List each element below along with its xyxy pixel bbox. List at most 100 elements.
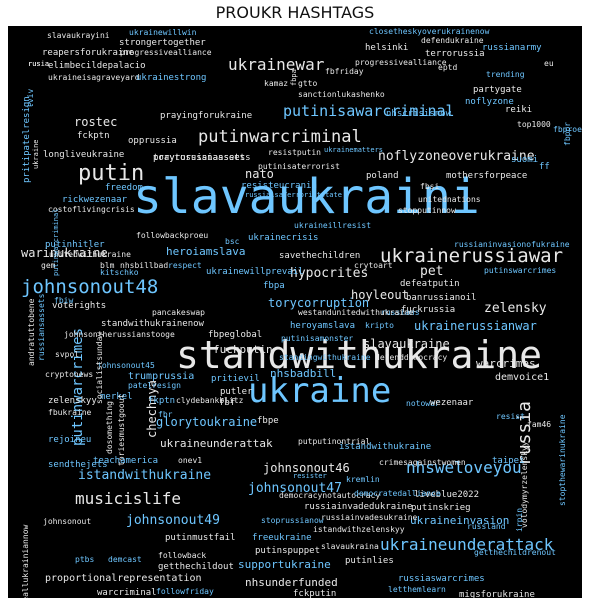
word-cloud-term: gtto	[298, 79, 318, 88]
word-cloud-term: fbpa	[290, 69, 298, 86]
word-cloud-term: ukraineisagraveyard	[48, 73, 140, 82]
word-cloud-term: nhscrisisnow	[386, 109, 452, 119]
word-cloud-term: fbiw	[54, 296, 74, 305]
word-cloud-term: fuckrussia	[401, 305, 456, 315]
word-cloud-term: fckputin	[293, 589, 337, 599]
word-cloud-term: progressivealliance	[120, 48, 212, 57]
word-cloud-term: fbproeu	[553, 125, 582, 134]
word-cloud-term: respect	[168, 261, 202, 270]
word-cloud-term: bsc	[225, 237, 240, 246]
word-cloud-term: kripto	[365, 321, 394, 330]
word-cloud: slavaukraini standwithukraine ukraine ukrai…	[8, 26, 582, 598]
word-cloud-term: mothersforpeace	[446, 171, 528, 181]
word-cloud-term: ukrainewillprevail	[206, 267, 304, 277]
word-cloud-term: heroyamslava	[290, 321, 356, 331]
word-cloud-term: putinlies	[345, 556, 394, 566]
word-cloud-term: gem	[41, 261, 56, 270]
word-cloud-term: ukrainerussianwar	[414, 319, 537, 333]
word-cloud-term: dosomething	[105, 401, 114, 454]
word-cloud-term: putinwarcrimes	[70, 327, 86, 446]
word-cloud-term: elimbecildepalacio	[48, 61, 146, 71]
word-cloud-term: westandunitedwithukraine	[298, 308, 414, 317]
word-cloud-term: russiainvadesukraine	[321, 513, 418, 522]
word-cloud-term: freeukraine	[252, 533, 312, 543]
word-cloud-term: resist	[496, 412, 525, 421]
word-cloud-term: svpol	[55, 350, 80, 359]
word-cloud-term: putinspuppet	[255, 546, 321, 556]
word-cloud-term: volodymyrzelenskyy	[520, 441, 529, 528]
word-cloud-term: proportionalrepresentation	[45, 573, 202, 584]
word-cloud-term: kamaz	[264, 79, 289, 88]
word-cloud-term: kremlin	[346, 475, 380, 484]
word-cloud-term: putinskrieg	[411, 503, 471, 513]
word-cloud-term: johnsonout48	[21, 276, 159, 298]
word-cloud-term: stoprussianow	[261, 516, 324, 525]
word-cloud-term: noflyzoneoverukraine	[378, 149, 535, 164]
word-cloud-term: blm	[100, 261, 115, 270]
word-cloud-term: defenddemocracy	[375, 353, 448, 362]
word-cloud-term: noflyzone	[465, 97, 514, 107]
word-cloud-term: reapersforukraine	[42, 48, 135, 58]
word-cloud-term: reiki	[505, 105, 533, 115]
word-cloud-term: crimesagainstwomen	[379, 458, 466, 467]
word-cloud-term: fbukraine	[48, 408, 92, 417]
word-cloud-term: warcriminal	[97, 588, 157, 598]
word-cloud-term: russiansassets	[37, 293, 46, 361]
word-cloud-term: putinwarcriminal	[52, 208, 60, 276]
word-cloud-term: putinhitler	[45, 240, 105, 250]
word-cloud-term: russiaisaTerroriststate	[245, 191, 342, 199]
word-cloud-term: standwithukraine	[176, 333, 543, 377]
word-cloud-term: defeatputin	[400, 279, 460, 289]
word-cloud-term: nhsbillbad	[120, 261, 169, 270]
word-cloud-term: fbpeglobal	[208, 330, 263, 340]
word-cloud-term: slavaukrayini	[47, 31, 110, 40]
word-cloud-term: pet	[420, 264, 444, 279]
word-cloud-term: ukrainematters	[324, 146, 384, 154]
word-cloud-term: fkptn	[148, 396, 176, 406]
word-cloud-term: banrussianoil	[406, 293, 477, 303]
word-cloud-term: migsforukraine	[459, 590, 535, 599]
word-cloud-term: stopputinnow	[398, 206, 456, 215]
word-cloud-term: freedom	[105, 183, 143, 193]
word-cloud-term: ukrainewillwin	[129, 28, 197, 37]
word-cloud-term: eu	[544, 59, 554, 68]
word-cloud-term: demvoice1	[495, 372, 550, 383]
word-cloud-term: fam46	[527, 420, 552, 429]
word-cloud-term: johnsonout49	[126, 513, 220, 528]
word-cloud-term: socialistsunday	[95, 331, 104, 404]
word-cloud-term: putinmustfail	[165, 533, 236, 543]
word-cloud-term: putler	[220, 387, 253, 397]
word-cloud-term: russians	[381, 308, 420, 317]
word-cloud-term: rickwezenaar	[62, 195, 128, 205]
word-cloud-term: zelenskyy	[48, 396, 97, 406]
word-cloud-term: merkel	[100, 392, 133, 402]
word-cloud-term: russiainvadedukraine	[304, 502, 413, 512]
word-cloud-term: zelensky	[484, 301, 547, 316]
word-cloud-term: sanctionlukashenko	[298, 90, 385, 99]
word-cloud-term: voterights	[52, 301, 107, 311]
word-cloud-term: fuckputin	[213, 343, 273, 356]
word-cloud-term: clydebankblitz	[176, 396, 244, 405]
word-cloud-term: putinisawarcriminal	[283, 102, 455, 120]
word-cloud-term: johnsonout	[43, 517, 92, 526]
word-cloud-term: ukraineunderattack	[380, 535, 554, 554]
word-cloud-term: rostec	[74, 115, 118, 129]
word-cloud-term: weareallukrainiannow	[21, 524, 30, 598]
word-cloud-term: istandwithukraine	[339, 442, 432, 452]
word-cloud-term: kitschko	[100, 268, 139, 277]
word-cloud-term: demcast	[108, 555, 142, 564]
word-cloud-term: heroiamslava	[166, 245, 246, 258]
word-cloud-term: unitednations	[418, 195, 481, 204]
word-cloud-term: terrorussia	[425, 49, 485, 59]
word-cloud-term: fbf	[219, 398, 236, 408]
word-cloud-term: torycorruption	[268, 296, 370, 310]
word-cloud-term: putputinontrial	[298, 437, 371, 446]
word-cloud-term: poland	[366, 171, 399, 181]
word-cloud-term: istandwithukraine	[78, 468, 212, 483]
word-cloud-term: ptbs	[75, 555, 95, 564]
word-cloud-term: johnsontherussianstooge	[64, 330, 175, 339]
chart-title: PROUKR HASHTAGS	[215, 3, 375, 22]
word-cloud-term: closetheskyoverukrainenow	[369, 27, 490, 36]
word-cloud-term: hypocrites	[290, 266, 369, 281]
word-cloud-term: slavaukraine	[363, 337, 450, 351]
